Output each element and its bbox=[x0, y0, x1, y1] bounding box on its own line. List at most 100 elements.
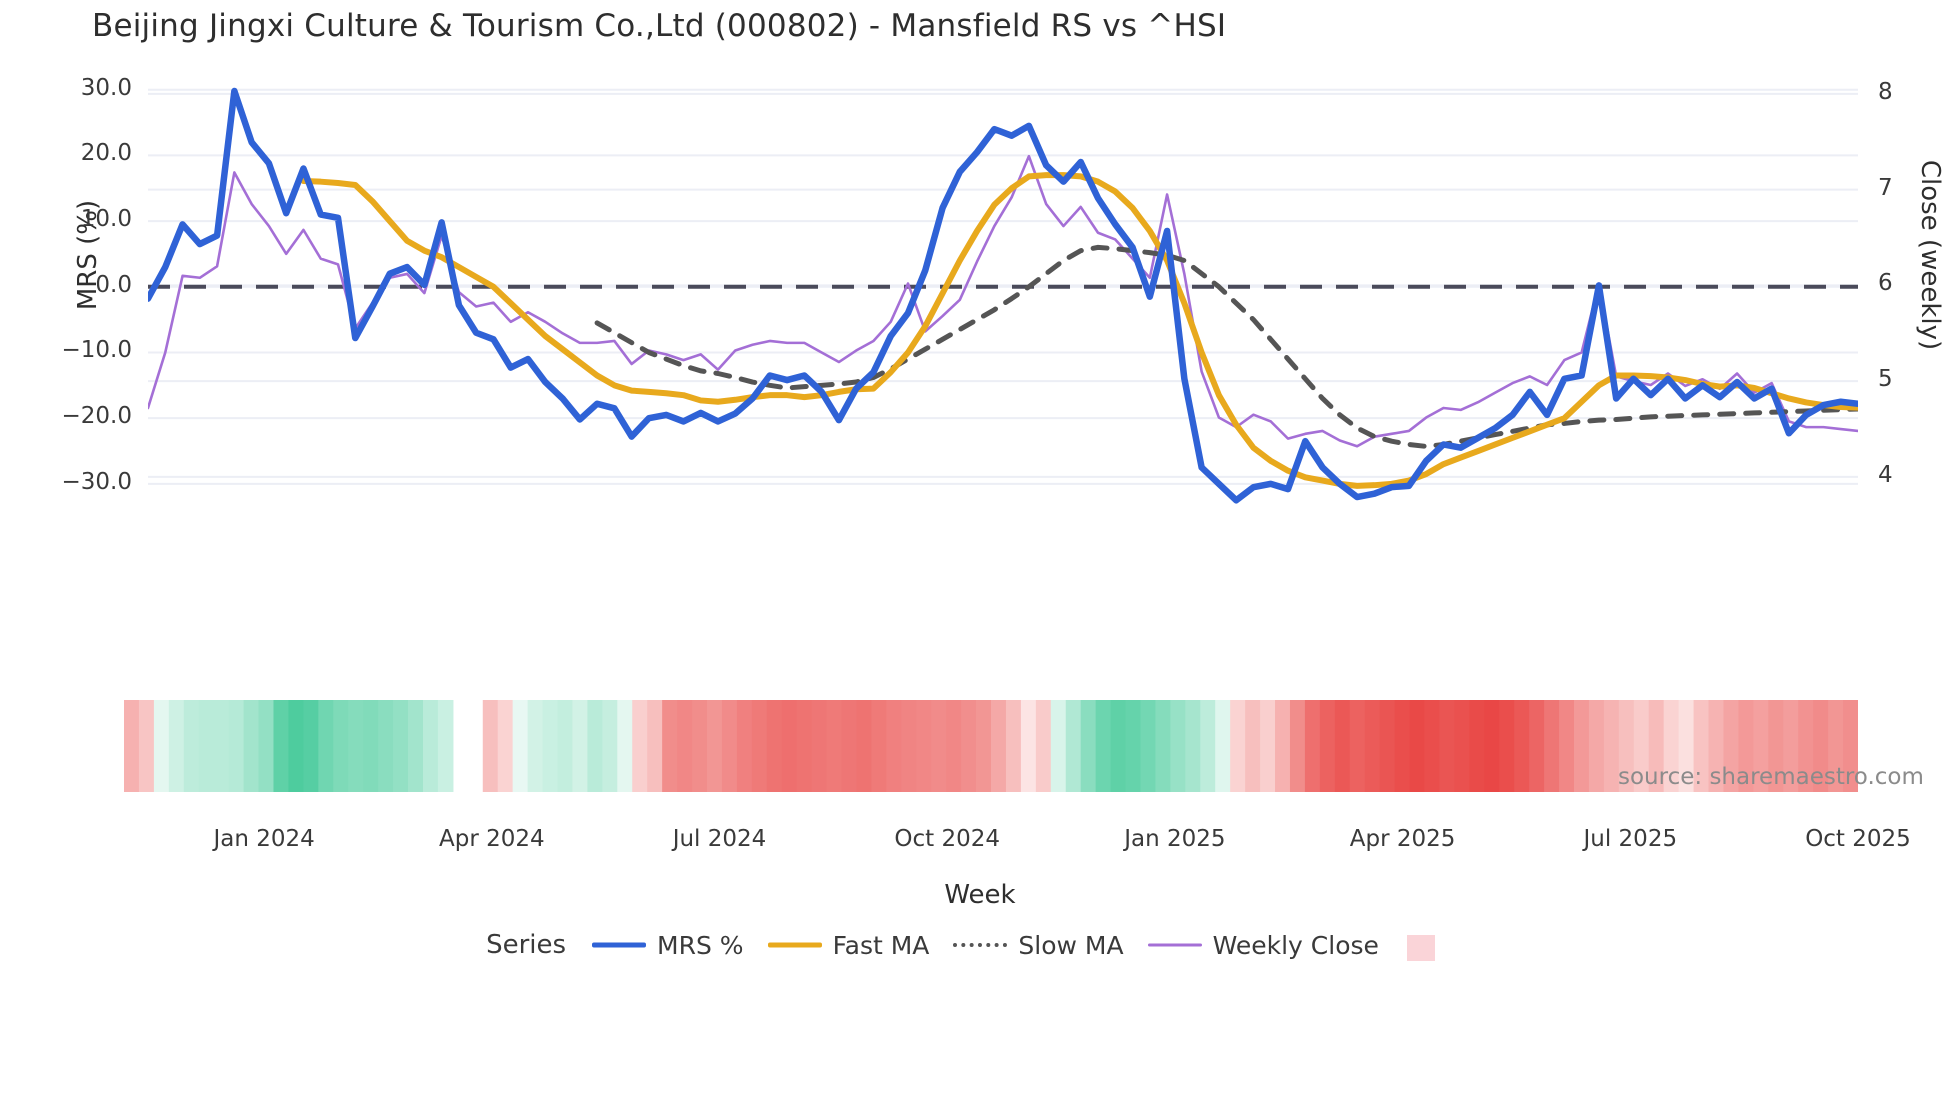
heat-strip-segment bbox=[1200, 700, 1216, 792]
legend-swatch-line bbox=[767, 942, 822, 948]
heat-strip-segment bbox=[871, 700, 887, 792]
heat-strip-segment bbox=[1409, 700, 1426, 792]
heat-strip-segment bbox=[796, 700, 813, 792]
heat-strip-segment bbox=[632, 700, 648, 792]
heat-strip-segment bbox=[991, 700, 1007, 792]
heat-strip-segment bbox=[751, 700, 768, 792]
heat-strip-segment bbox=[1095, 700, 1112, 792]
legend-swatch-weekly-close bbox=[1147, 934, 1202, 956]
legend-label: Fast MA bbox=[832, 930, 930, 960]
heat-strip-segment bbox=[1559, 700, 1575, 792]
heat-strip-segment bbox=[1633, 700, 1650, 792]
heat-strip-segment bbox=[1185, 700, 1201, 792]
heat-strip-segment bbox=[1260, 700, 1276, 792]
legend-label: MRS % bbox=[657, 930, 744, 960]
heat-strip-segment bbox=[946, 700, 962, 792]
y-axis-left-tick: −20.0 bbox=[61, 403, 132, 430]
legend-item[interactable]: Fast MA bbox=[767, 930, 930, 960]
heat-strip-segment bbox=[976, 700, 992, 792]
heat-strip-segment bbox=[811, 700, 828, 792]
heat-strip-segment bbox=[198, 700, 215, 792]
heat-strip-segment bbox=[1753, 700, 1769, 792]
legend-swatch-dotted-line bbox=[953, 943, 1008, 947]
x-axis-tick: Jul 2024 bbox=[672, 826, 767, 852]
heat-strip-segment bbox=[647, 700, 663, 792]
heat-strip-segment bbox=[138, 700, 155, 792]
heat-strip-segment bbox=[1708, 700, 1725, 792]
heat-strip-segment bbox=[886, 700, 902, 792]
heat-strip-segment bbox=[766, 700, 783, 792]
legend-swatch-heat-patch bbox=[1403, 934, 1439, 961]
heat-strip-segment bbox=[1783, 700, 1799, 792]
heat-strip-segment bbox=[961, 700, 977, 792]
legend-item[interactable]: Weekly Close bbox=[1147, 930, 1379, 960]
heat-strip-segment bbox=[527, 700, 544, 792]
y-axis-right-tick: 8 bbox=[1878, 78, 1893, 105]
heat-strip-segment bbox=[602, 700, 618, 792]
y-axis-right-tick: 5 bbox=[1878, 366, 1893, 393]
heat-strip-segment bbox=[1514, 700, 1530, 792]
heat-strip-segment bbox=[1424, 700, 1441, 792]
y-axis-right-tick: 4 bbox=[1878, 461, 1893, 488]
heat-strip-segment bbox=[512, 700, 529, 792]
series-mrs bbox=[148, 87, 1858, 504]
heat-strip-segment bbox=[1499, 700, 1515, 792]
x-axis-tick: Oct 2025 bbox=[1805, 826, 1911, 852]
heat-strip-segment bbox=[1125, 700, 1142, 792]
heat-strip-segment bbox=[378, 700, 394, 792]
heat-strip-segment bbox=[1828, 700, 1844, 792]
y-axis-left-tick: 10.0 bbox=[80, 206, 132, 233]
x-axis-tick: Apr 2025 bbox=[1349, 826, 1456, 852]
legend-swatch-line bbox=[592, 942, 647, 948]
legend-label: Slow MA bbox=[1018, 930, 1124, 960]
rs-heat-strip bbox=[124, 700, 1858, 806]
heat-strip-segment bbox=[677, 700, 693, 792]
x-axis-title: Week bbox=[944, 880, 1016, 910]
heat-strip-segment bbox=[662, 700, 678, 792]
heat-strip-segment bbox=[736, 700, 753, 792]
heat-strip-segment bbox=[1005, 700, 1022, 792]
y-axis-left-tick: −10.0 bbox=[61, 337, 132, 364]
heat-strip-segment bbox=[1813, 700, 1829, 792]
heat-strip-segment bbox=[1798, 700, 1814, 792]
heat-strip-segment bbox=[333, 700, 349, 792]
heat-strip-segment bbox=[1663, 700, 1680, 792]
heat-strip-segment bbox=[153, 700, 170, 792]
legend-swatch-mrs bbox=[592, 934, 647, 956]
legend-item[interactable]: Slow MA bbox=[953, 930, 1124, 960]
heat-strip-segment bbox=[1693, 700, 1710, 792]
heat-strip-segment bbox=[901, 700, 917, 792]
heat-strip-segment bbox=[1738, 700, 1754, 792]
heat-strip-segment bbox=[1529, 700, 1545, 792]
heat-strip-segment bbox=[258, 700, 275, 792]
x-axis-tick: Apr 2024 bbox=[438, 826, 545, 852]
heat-strip-segment bbox=[1394, 700, 1411, 792]
heat-strip-segment bbox=[1843, 700, 1858, 792]
y-axis-left-tick: 20.0 bbox=[80, 140, 132, 167]
heat-strip-segment bbox=[1544, 700, 1560, 792]
heat-strip-segment bbox=[1155, 700, 1171, 792]
heat-strip-segment bbox=[1020, 700, 1037, 792]
y-axis-left-tick: 0.0 bbox=[95, 271, 132, 298]
heat-strip-segment bbox=[1319, 700, 1336, 792]
x-axis-tick: Oct 2024 bbox=[894, 826, 1001, 852]
heat-strip-segment bbox=[1110, 700, 1127, 792]
heat-strip-segment bbox=[363, 700, 379, 792]
heat-strip-segment bbox=[542, 700, 559, 792]
heat-strip-segment bbox=[1439, 700, 1455, 792]
heat-strip-segment bbox=[692, 700, 708, 792]
heat-strip-segment bbox=[288, 700, 304, 792]
heat-strip-segment bbox=[841, 700, 858, 792]
heat-strip-segment bbox=[916, 700, 932, 792]
heat-strip-segment bbox=[273, 700, 290, 792]
heat-strip-segment bbox=[422, 700, 439, 792]
heat-strip-segment bbox=[1469, 700, 1485, 792]
heat-strip-segment bbox=[856, 700, 873, 792]
legend-label: Weekly Close bbox=[1212, 930, 1379, 960]
heat-strip-segment bbox=[1364, 700, 1381, 792]
legend-item[interactable] bbox=[1403, 934, 1450, 961]
legend-item[interactable]: MRS % bbox=[592, 931, 744, 960]
legend-swatch-patch bbox=[1406, 935, 1435, 961]
plot-area bbox=[148, 70, 1858, 520]
